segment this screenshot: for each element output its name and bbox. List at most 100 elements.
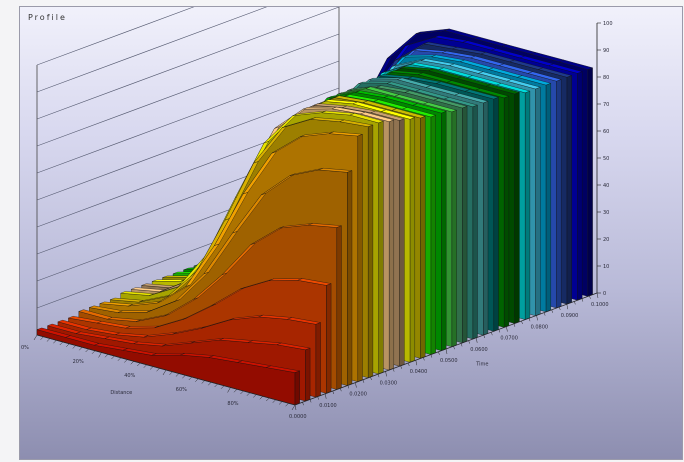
- z-tick-label: 20: [603, 237, 609, 243]
- y-tick-mark: [581, 298, 584, 302]
- x-tick-mark: [162, 369, 167, 376]
- series-top-facet: [117, 310, 152, 313]
- series-end-cap: [493, 97, 499, 332]
- back-grid-line: [36, 7, 268, 93]
- z-tick-label: 30: [603, 210, 609, 216]
- y-tick-mark: [528, 318, 531, 322]
- z-tick-label: 0: [603, 291, 606, 297]
- x-tick-mark: [78, 347, 83, 351]
- series-end-cap: [556, 79, 562, 309]
- x-tick-mark: [207, 382, 212, 386]
- x-tick-label: 40%: [124, 373, 135, 379]
- y-tick-mark: [309, 399, 312, 403]
- x-tick-mark: [175, 373, 180, 377]
- series-end-cap: [587, 67, 593, 297]
- x-tick-mark: [149, 366, 154, 370]
- x-tick-mark: [169, 371, 173, 375]
- y-tick-label: 0.0000: [289, 414, 307, 420]
- x-tick-mark: [156, 368, 160, 372]
- back-grid-line: [36, 7, 340, 120]
- chart-title: Profile: [28, 13, 67, 22]
- y-tick-label: 0.0700: [500, 336, 518, 342]
- y-tick-mark: [460, 343, 463, 347]
- y-tick-mark: [551, 309, 553, 313]
- y-tick-mark: [430, 354, 433, 358]
- x-tick-mark: [285, 403, 289, 407]
- x-tick-mark: [85, 348, 89, 353]
- series-end-cap: [430, 114, 436, 355]
- x-tick-label: 80%: [227, 401, 238, 407]
- x-tick-mark: [278, 401, 283, 405]
- y-tick-label: 0.0600: [470, 347, 488, 353]
- series-ribbon: [36, 327, 301, 406]
- series-end-cap: [483, 100, 489, 336]
- y-tick-mark: [362, 379, 365, 383]
- y-tick-mark: [400, 365, 402, 369]
- y-tick-mark: [483, 334, 485, 339]
- x-tick-mark: [130, 361, 134, 365]
- y-tick-mark: [302, 402, 304, 406]
- y-tick-mark: [559, 306, 561, 311]
- series-end-cap: [420, 116, 426, 359]
- series-end-cap: [525, 90, 531, 320]
- series-end-cap: [409, 117, 415, 363]
- y-tick-mark: [574, 301, 576, 305]
- series-end-cap: [566, 75, 572, 305]
- series-end-cap: [535, 86, 541, 317]
- x-tick-mark: [66, 343, 70, 347]
- series-top-facet: [125, 325, 160, 329]
- series-end-cap: [347, 170, 353, 386]
- z-tick-label: 70: [603, 102, 609, 108]
- y-tick-mark: [408, 362, 410, 367]
- x-tick-mark: [91, 350, 96, 354]
- series-top-facet: [151, 353, 186, 356]
- x-tick-mark: [291, 404, 296, 411]
- series-end-cap: [357, 134, 363, 382]
- x-tick-mark: [272, 399, 276, 403]
- y-tick-mark: [415, 360, 418, 366]
- y-tick-label: 0.0900: [561, 313, 579, 319]
- y-tick-mark: [332, 390, 334, 395]
- x-tick-label: 0%: [21, 345, 29, 351]
- ribbons: [36, 28, 594, 406]
- z-tick-label: 100: [603, 21, 613, 27]
- x-tick-mark: [72, 345, 76, 349]
- x-tick-mark: [240, 390, 244, 395]
- series-end-cap: [545, 83, 551, 313]
- y-tick-mark: [445, 348, 448, 355]
- x-tick-mark: [259, 396, 263, 400]
- y-tick-mark: [423, 357, 425, 361]
- x-axis-label: Distance: [110, 390, 132, 396]
- y-tick-mark: [377, 374, 380, 378]
- y-tick-mark: [506, 326, 508, 332]
- z-tick-label: 10: [603, 264, 609, 270]
- y-tick-mark: [340, 388, 342, 392]
- z-tick-label: 60: [603, 129, 609, 135]
- y-tick-label: 0.0800: [531, 324, 549, 330]
- y-axis-label: Time: [475, 362, 488, 368]
- y-tick-mark: [543, 312, 546, 316]
- series-end-cap: [504, 95, 510, 328]
- series-end-cap: [441, 111, 447, 351]
- x-tick-mark: [195, 378, 199, 382]
- y-tick-mark: [596, 292, 599, 299]
- series-end-cap: [451, 109, 457, 348]
- y-tick-label: 0.1000: [591, 302, 609, 308]
- z-tick-label: 90: [603, 48, 609, 54]
- x-tick-mark: [227, 387, 231, 393]
- y-tick-mark: [385, 371, 387, 377]
- x-tick-mark: [59, 341, 63, 346]
- series-end-cap: [368, 124, 374, 379]
- y-tick-mark: [370, 376, 372, 381]
- x-tick-mark: [137, 362, 141, 367]
- z-tick-label: 80: [603, 75, 609, 81]
- x-tick-mark: [111, 355, 115, 360]
- x-tick-mark: [98, 352, 102, 358]
- x-tick-mark: [188, 376, 192, 381]
- x-tick-mark: [117, 357, 122, 361]
- y-tick-mark: [498, 329, 501, 333]
- back-grid-line: [36, 7, 195, 66]
- x-tick-mark: [143, 364, 147, 368]
- x-tick-mark: [214, 383, 218, 388]
- back-grid-line: [36, 60, 340, 174]
